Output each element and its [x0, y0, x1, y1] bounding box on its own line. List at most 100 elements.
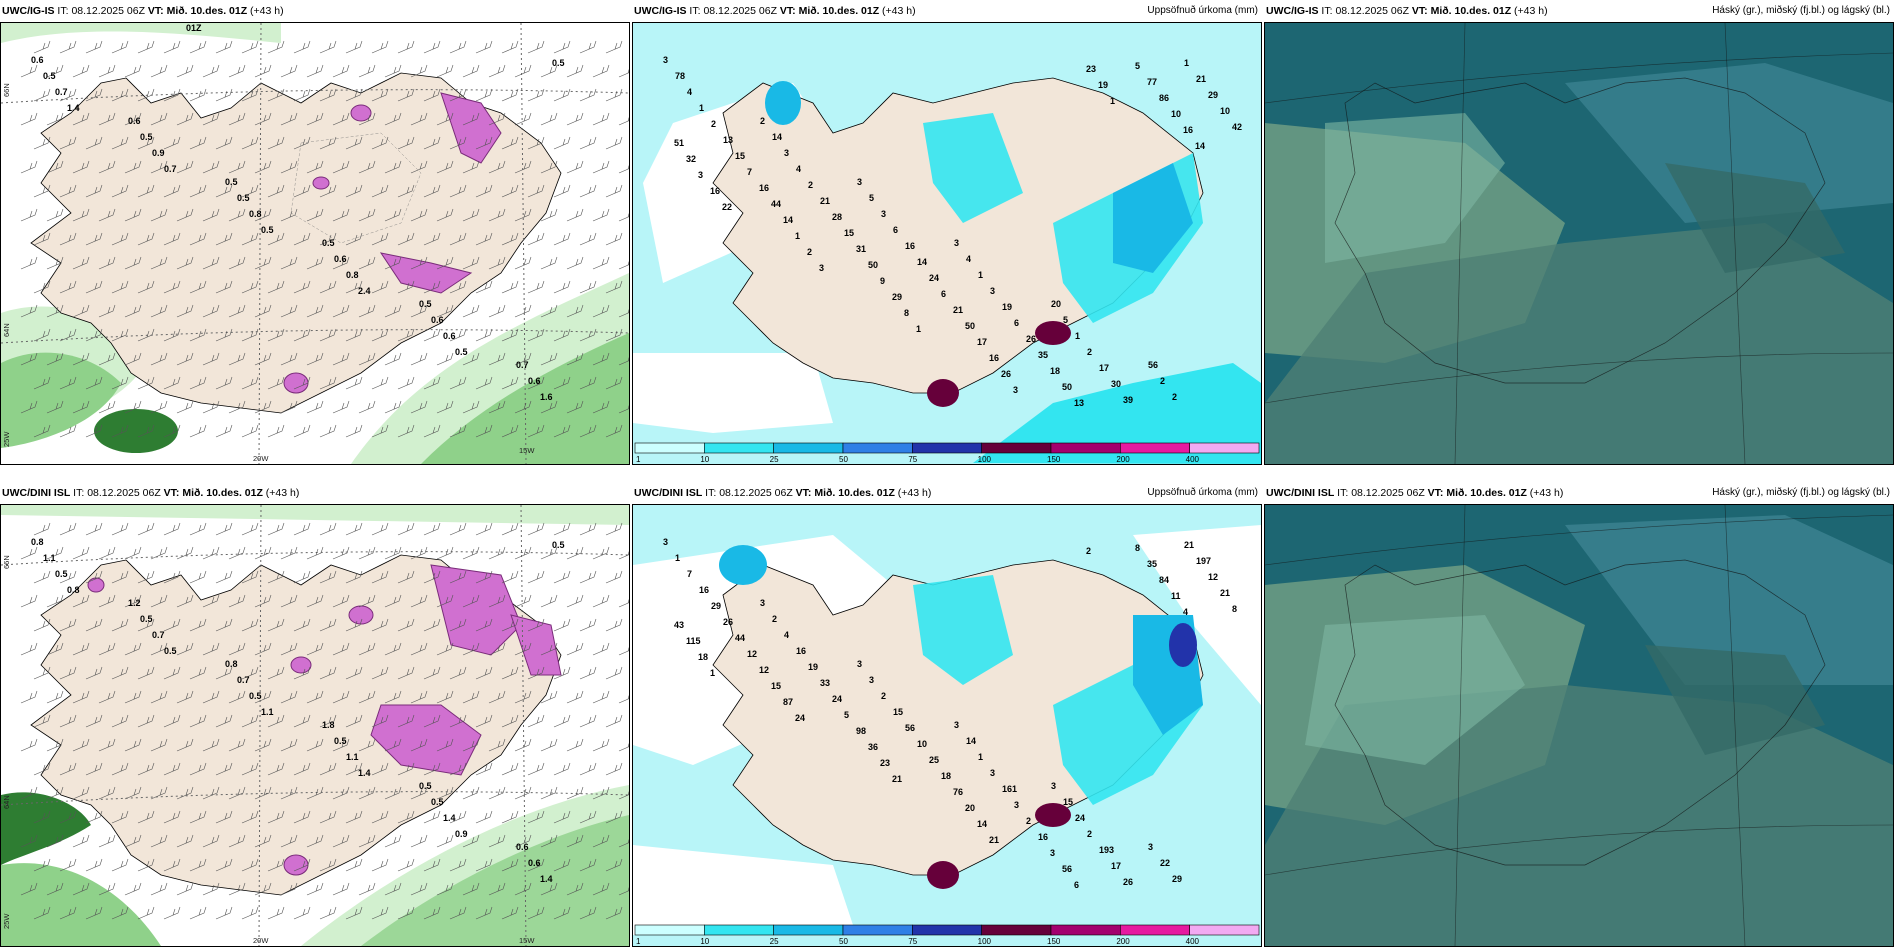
wind-barb: [527, 714, 545, 728]
wind-barb: [267, 184, 285, 198]
wind-barb: [59, 522, 77, 536]
wind-barb: [202, 690, 220, 704]
wind-barb: [384, 352, 402, 366]
value-label: 0.8: [249, 209, 262, 219]
wind-barb: [189, 136, 207, 150]
value-label: 3: [1050, 848, 1055, 858]
value-label: 1.2: [128, 598, 141, 608]
wind-barb: [397, 522, 415, 536]
colorbar-swatch: [981, 924, 1052, 936]
wind-barb: [488, 352, 506, 366]
wind-barb: [553, 424, 571, 438]
wind-barb: [579, 522, 597, 536]
wind-barb: [215, 618, 233, 632]
lat-label: 66N: [2, 555, 11, 569]
wind-barb: [124, 304, 142, 318]
wind-barb: [618, 117, 629, 126]
wind-barb: [423, 88, 441, 102]
wind-barb: [553, 184, 571, 198]
wind-barb: [267, 40, 285, 54]
wind-barb: [137, 858, 155, 872]
wind-barb: [124, 352, 142, 366]
wind-barb: [553, 40, 571, 54]
wind-barb: [163, 714, 181, 728]
wind-barb: [358, 690, 376, 704]
wind-barb: [436, 304, 454, 318]
value-label: 35: [1038, 350, 1048, 360]
wind-barb: [319, 424, 337, 438]
wind-barb: [150, 352, 168, 366]
value-label: 2: [772, 614, 777, 624]
wind-barb: [592, 738, 610, 752]
wind-barb: [124, 112, 142, 126]
wind-barb: [46, 208, 64, 222]
wind-barb: [436, 64, 454, 78]
wind-barb: [72, 112, 90, 126]
value-label: 161: [1002, 784, 1017, 794]
wind-barb: [241, 858, 259, 872]
value-label: 2: [1172, 392, 1177, 402]
wind-shading: [1, 863, 161, 946]
iceland-land: [30, 554, 562, 896]
wind-barb: [59, 666, 77, 680]
wind-barb: [293, 858, 311, 872]
wind-barb: [345, 328, 363, 342]
wind-barb: [358, 208, 376, 222]
wind-barb: [475, 714, 493, 728]
wind-barb: [33, 88, 51, 102]
wind-barb: [553, 232, 571, 246]
wind-barb: [293, 522, 311, 536]
wind-barb: [150, 546, 168, 560]
wind-barb: [605, 522, 623, 536]
value-label: 50: [868, 260, 878, 270]
wind-barb: [345, 858, 363, 872]
value-label: 1: [1075, 331, 1080, 341]
wind-barb: [566, 642, 584, 656]
wind-barb: [384, 594, 402, 608]
wind-barb: [592, 352, 610, 366]
wind-barb: [189, 328, 207, 342]
wind-barb: [410, 352, 428, 366]
wind-barb: [150, 786, 168, 800]
wind-barb: [618, 551, 629, 560]
value-label: 21: [1220, 588, 1230, 598]
wind-barb: [501, 522, 519, 536]
wind-barb: [72, 786, 90, 800]
lead-time: (+43 h): [897, 487, 932, 499]
wind-map-svg: 0.8 1.2 0.8 1.8 0.5 0.6 1.1 0.5 0.7 0.5 0.5 0.6 0.5 0…: [1, 505, 629, 946]
wind-barb: [345, 184, 363, 198]
wind-barb: [592, 400, 610, 414]
wind-barb: [215, 714, 233, 728]
wind-barb: [358, 352, 376, 366]
colorbar-swatch: [842, 442, 913, 454]
wind-barb: [462, 594, 480, 608]
wind-barb: [397, 810, 415, 824]
wind-barb: [59, 376, 77, 390]
wind-barb: [527, 328, 545, 342]
wind-barb: [59, 88, 77, 102]
wind-barb: [189, 40, 207, 54]
wind-barb: [488, 112, 506, 126]
value-label: 98: [856, 726, 866, 736]
colorbar-swatch: [704, 442, 774, 454]
wind-barb: [20, 738, 38, 752]
wind-barb: [306, 208, 324, 222]
value-label: 3: [1051, 781, 1056, 791]
wind-barb: [280, 882, 298, 896]
value-label: 0.5: [55, 569, 68, 579]
wind-barb: [306, 690, 324, 704]
wind-barb: [85, 570, 103, 584]
value-label: 16: [989, 353, 999, 363]
wind-barb: [462, 834, 480, 848]
value-label: 16: [699, 585, 709, 595]
wind-map: 0.8 1.2 0.8 1.8 0.5 0.6 1.1 0.5 0.7 0.5 0.5 0.6 0.5 0…: [0, 504, 630, 947]
wind-barb: [267, 328, 285, 342]
wind-barb: [371, 88, 389, 102]
wind-barb: [319, 184, 337, 198]
wind-barb: [46, 882, 64, 896]
value-label: 7: [747, 167, 752, 177]
wind-barb: [46, 304, 64, 318]
wind-barb: [397, 714, 415, 728]
wind-barb: [553, 376, 571, 390]
wind-barb: [124, 64, 142, 78]
